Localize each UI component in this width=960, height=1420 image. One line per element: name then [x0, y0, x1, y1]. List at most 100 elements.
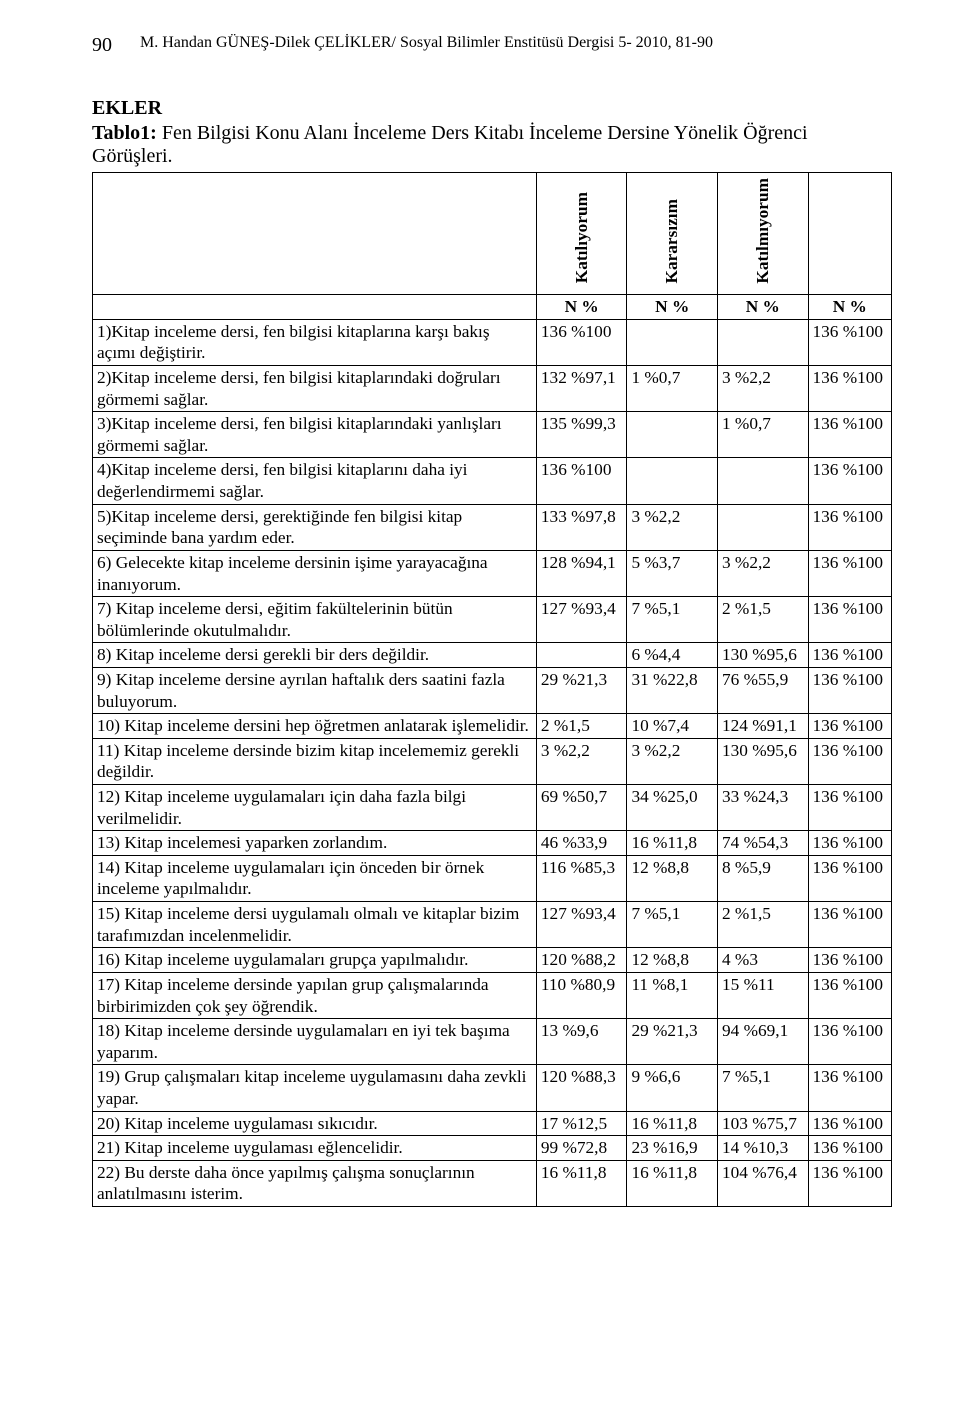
total-cell: 136 %100: [808, 785, 892, 831]
undecided-cell: 16 %11,8: [627, 1160, 718, 1206]
disagree-cell: 15 %11: [717, 972, 808, 1018]
question-cell: 3)Kitap inceleme dersi, fen bilgisi kita…: [93, 412, 537, 458]
disagree-cell: [717, 504, 808, 550]
undecided-cell: 3 %2,2: [627, 504, 718, 550]
blank-subheader: [93, 295, 537, 320]
agree-cell: 132 %97,1: [536, 366, 627, 412]
table-row: 7) Kitap inceleme dersi, eğitim fakültel…: [93, 597, 892, 643]
total-cell: 136 %100: [808, 855, 892, 901]
disagree-cell: 94 %69,1: [717, 1019, 808, 1065]
total-cell: 136 %100: [808, 831, 892, 856]
total-cell: 136 %100: [808, 738, 892, 784]
disagree-cell: 2 %1,5: [717, 597, 808, 643]
header-row-labels: Katılıyorum Kararsızım Katılmıyorum: [93, 173, 892, 295]
total-cell: 136 %100: [808, 948, 892, 973]
table-row: 17) Kitap inceleme dersinde yapılan grup…: [93, 972, 892, 1018]
question-cell: 20) Kitap inceleme uygulaması sıkıcıdır.: [93, 1111, 537, 1136]
question-cell: 14) Kitap inceleme uygulamaları için önc…: [93, 855, 537, 901]
table-row: 5)Kitap inceleme dersi, gerektiğinde fen…: [93, 504, 892, 550]
sub-d: N %: [808, 295, 892, 320]
col-disagree: Katılmıyorum: [717, 173, 808, 295]
total-cell: 136 %100: [808, 667, 892, 713]
question-cell: 15) Kitap inceleme dersi uygulamalı olma…: [93, 902, 537, 948]
question-cell: 19) Grup çalışmaları kitap inceleme uygu…: [93, 1065, 537, 1111]
undecided-cell: 12 %8,8: [627, 948, 718, 973]
question-cell: 6) Gelecekte kitap inceleme dersinin işi…: [93, 550, 537, 596]
disagree-cell: 7 %5,1: [717, 1065, 808, 1111]
question-cell: 22) Bu derste daha önce yapılmış çalışma…: [93, 1160, 537, 1206]
question-cell: 12) Kitap inceleme uygulamaları için dah…: [93, 785, 537, 831]
agree-cell: 127 %93,4: [536, 902, 627, 948]
sub-a: N %: [536, 295, 627, 320]
question-cell: 21) Kitap inceleme uygulaması eğlencelid…: [93, 1136, 537, 1161]
question-cell: 10) Kitap inceleme dersini hep öğretmen …: [93, 714, 537, 739]
col-agree: Katılıyorum: [536, 173, 627, 295]
undecided-cell: 34 %25,0: [627, 785, 718, 831]
agree-cell: 136 %100: [536, 458, 627, 504]
table-row: 9) Kitap inceleme dersine ayrılan haftal…: [93, 667, 892, 713]
question-cell: 8) Kitap inceleme dersi gerekli bir ders…: [93, 643, 537, 668]
question-cell: 9) Kitap inceleme dersine ayrılan haftal…: [93, 667, 537, 713]
disagree-cell: [717, 319, 808, 365]
table-body: 1)Kitap inceleme dersi, fen bilgisi kita…: [93, 319, 892, 1206]
table-row: 3)Kitap inceleme dersi, fen bilgisi kita…: [93, 412, 892, 458]
total-cell: 136 %100: [808, 1019, 892, 1065]
agree-cell: 127 %93,4: [536, 597, 627, 643]
agree-cell: 110 %80,9: [536, 972, 627, 1018]
sub-c: N %: [717, 295, 808, 320]
undecided-cell: 1 %0,7: [627, 366, 718, 412]
section-title: EKLER: [92, 97, 892, 120]
total-cell: 136 %100: [808, 504, 892, 550]
undecided-cell: 10 %7,4: [627, 714, 718, 739]
question-cell: 1)Kitap inceleme dersi, fen bilgisi kita…: [93, 319, 537, 365]
table-row: 4)Kitap inceleme dersi, fen bilgisi kita…: [93, 458, 892, 504]
undecided-cell: [627, 458, 718, 504]
disagree-cell: 76 %55,9: [717, 667, 808, 713]
disagree-cell: 4 %3: [717, 948, 808, 973]
table-row: 11) Kitap inceleme dersinde bizim kitap …: [93, 738, 892, 784]
agree-cell: 99 %72,8: [536, 1136, 627, 1161]
table-row: 14) Kitap inceleme uygulamaları için önc…: [93, 855, 892, 901]
table-row: 19) Grup çalışmaları kitap inceleme uygu…: [93, 1065, 892, 1111]
total-cell: 136 %100: [808, 714, 892, 739]
agree-cell: [536, 643, 627, 668]
disagree-cell: 3 %2,2: [717, 550, 808, 596]
undecided-cell: 12 %8,8: [627, 855, 718, 901]
agree-cell: 46 %33,9: [536, 831, 627, 856]
undecided-cell: 3 %2,2: [627, 738, 718, 784]
question-cell: 16) Kitap inceleme uygulamaları grupça y…: [93, 948, 537, 973]
question-cell: 7) Kitap inceleme dersi, eğitim fakültel…: [93, 597, 537, 643]
disagree-cell: [717, 458, 808, 504]
disagree-cell: 130 %95,6: [717, 643, 808, 668]
question-cell: 13) Kitap incelemesi yaparken zorlandım.: [93, 831, 537, 856]
agree-cell: 2 %1,5: [536, 714, 627, 739]
disagree-cell: 1 %0,7: [717, 412, 808, 458]
question-cell: 2)Kitap inceleme dersi, fen bilgisi kita…: [93, 366, 537, 412]
agree-cell: 16 %11,8: [536, 1160, 627, 1206]
total-cell: 136 %100: [808, 1136, 892, 1161]
undecided-cell: 16 %11,8: [627, 1111, 718, 1136]
disagree-cell: 130 %95,6: [717, 738, 808, 784]
running-header: M. Handan GÜNEŞ-Dilek ÇELİKLER/ Sosyal B…: [140, 34, 892, 52]
disagree-cell: 14 %10,3: [717, 1136, 808, 1161]
agree-cell: 3 %2,2: [536, 738, 627, 784]
total-cell: 136 %100: [808, 1160, 892, 1206]
disagree-cell: 74 %54,3: [717, 831, 808, 856]
agree-cell: 29 %21,3: [536, 667, 627, 713]
total-cell: 136 %100: [808, 972, 892, 1018]
agree-cell: 17 %12,5: [536, 1111, 627, 1136]
table-row: 13) Kitap incelemesi yaparken zorlandım.…: [93, 831, 892, 856]
undecided-cell: 7 %5,1: [627, 902, 718, 948]
agree-cell: 120 %88,2: [536, 948, 627, 973]
total-cell: 136 %100: [808, 643, 892, 668]
disagree-cell: 104 %76,4: [717, 1160, 808, 1206]
undecided-cell: [627, 319, 718, 365]
table-caption: Tablo1: Fen Bilgisi Konu Alanı İnceleme …: [92, 122, 892, 168]
table-row: 12) Kitap inceleme uygulamaları için dah…: [93, 785, 892, 831]
total-cell: 136 %100: [808, 902, 892, 948]
total-cell: 136 %100: [808, 550, 892, 596]
table-row: 22) Bu derste daha önce yapılmış çalışma…: [93, 1160, 892, 1206]
col-total: [808, 173, 892, 295]
disagree-cell: 124 %91,1: [717, 714, 808, 739]
question-cell: 11) Kitap inceleme dersinde bizim kitap …: [93, 738, 537, 784]
